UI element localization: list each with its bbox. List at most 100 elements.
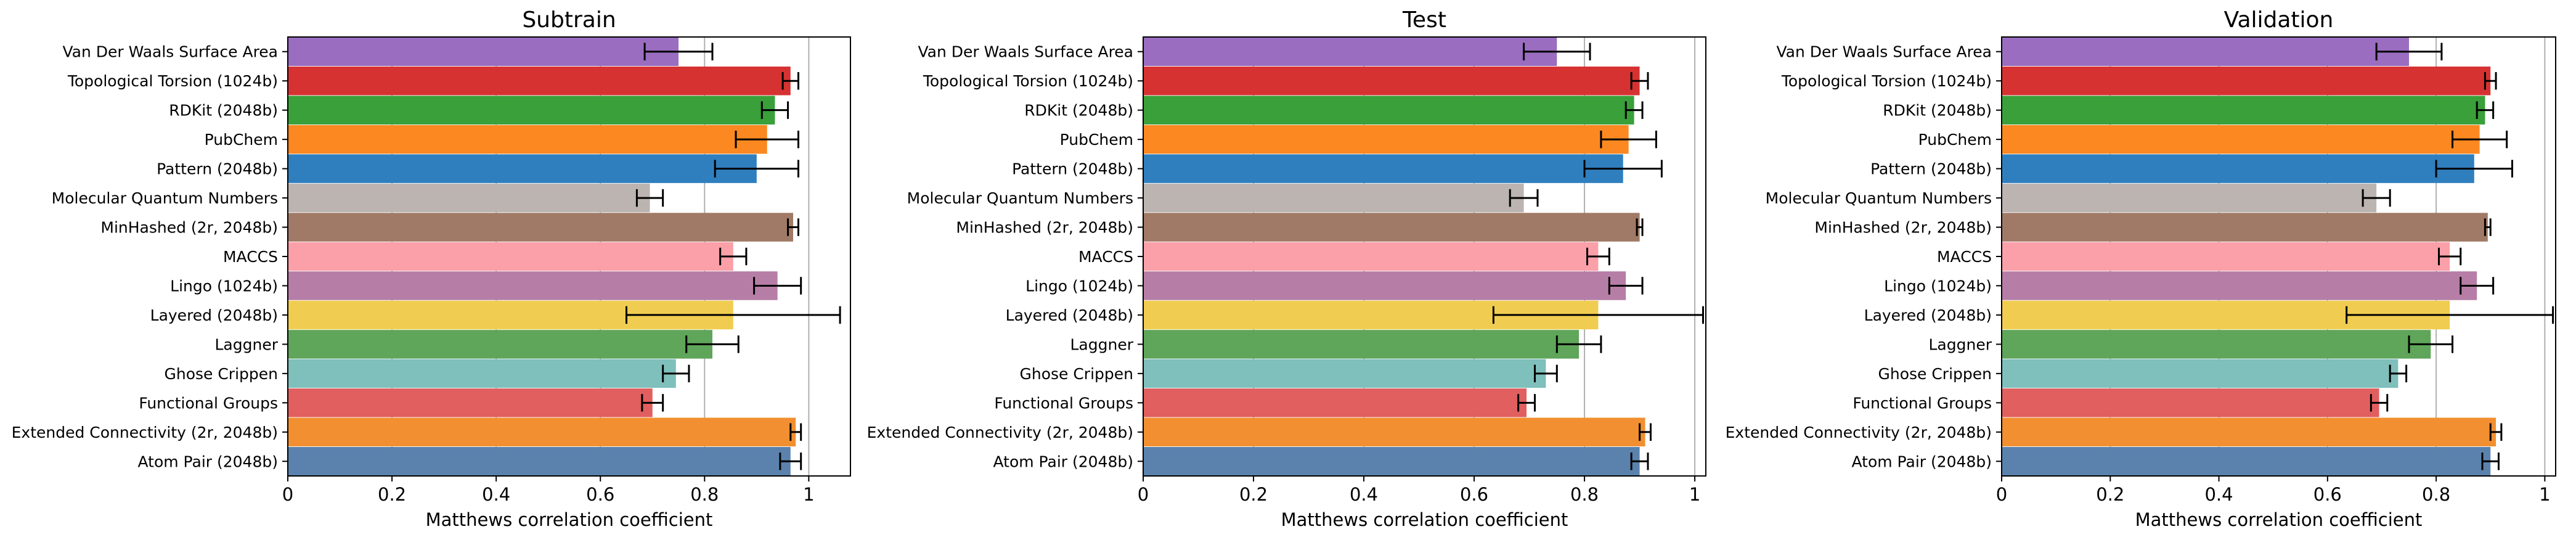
bar bbox=[288, 125, 767, 154]
x-tick-label: 0.6 bbox=[1460, 484, 1488, 505]
y-tick-label: Extended Connectivity (2r, 2048b) bbox=[1726, 424, 1992, 441]
bar bbox=[288, 447, 791, 476]
bar bbox=[1143, 213, 1640, 242]
bar bbox=[1143, 271, 1626, 300]
bar bbox=[1143, 183, 1524, 213]
bar bbox=[288, 359, 676, 388]
y-tick-label: Ghose Crippen bbox=[164, 365, 278, 383]
y-tick-label: RDKit (2048b) bbox=[1024, 102, 1133, 120]
bar bbox=[288, 37, 679, 66]
bar bbox=[2002, 388, 2379, 417]
y-tick-label: Lingo (1024b) bbox=[170, 277, 278, 295]
x-tick-label: 0 bbox=[1138, 484, 1149, 505]
y-tick-label: Laggner bbox=[1929, 335, 1992, 353]
x-axis-label: Matthews correlation coefficient bbox=[1281, 509, 1568, 530]
x-tick-label: 0.8 bbox=[2422, 484, 2450, 505]
bar bbox=[1143, 154, 1623, 183]
y-tick-label: Pattern (2048b) bbox=[157, 160, 278, 178]
bar bbox=[2002, 125, 2480, 154]
bar bbox=[288, 213, 794, 242]
bar bbox=[1143, 417, 1645, 447]
bar bbox=[2002, 242, 2450, 271]
x-tick-label: 0.2 bbox=[1239, 484, 1268, 505]
x-axis-label: Matthews correlation coefficient bbox=[2135, 509, 2423, 530]
x-tick-label: 0.4 bbox=[482, 484, 510, 505]
x-tick-label: 0.4 bbox=[2204, 484, 2233, 505]
y-tick-label: PubChem bbox=[1918, 131, 1992, 149]
y-tick-label: Atom Pair (2048b) bbox=[1851, 453, 1992, 470]
bar bbox=[2002, 213, 2488, 242]
bar bbox=[1143, 125, 1629, 154]
y-tick-label: Molecular Quantum Numbers bbox=[1766, 189, 1992, 207]
bar bbox=[1143, 242, 1599, 271]
bar bbox=[2002, 183, 2377, 213]
chart-title: Validation bbox=[2224, 7, 2334, 33]
bar bbox=[288, 242, 733, 271]
x-tick-label: 0.6 bbox=[586, 484, 614, 505]
x-tick-label: 1 bbox=[803, 484, 814, 505]
y-tick-label: Topological Torsion (1024b) bbox=[1781, 72, 1992, 90]
y-tick-label: PubChem bbox=[1060, 131, 1133, 149]
y-tick-label: MACCS bbox=[223, 248, 278, 266]
bar bbox=[2002, 37, 2410, 66]
x-tick-label: 0.6 bbox=[2313, 484, 2342, 505]
y-tick-label: Layered (2048b) bbox=[150, 306, 278, 324]
y-tick-label: Atom Pair (2048b) bbox=[993, 453, 1133, 470]
y-tick-label: Ghose Crippen bbox=[1019, 365, 1133, 383]
chart-panel-1: Van Der Waals Surface Area Topological To… bbox=[867, 7, 1706, 530]
x-tick-label: 0 bbox=[282, 484, 293, 505]
y-tick-label: MinHashed (2r, 2048b) bbox=[1814, 219, 1992, 237]
bar bbox=[2002, 271, 2477, 300]
bar bbox=[288, 183, 650, 213]
bar bbox=[288, 330, 712, 359]
y-tick-label: Molecular Quantum Numbers bbox=[52, 189, 278, 207]
y-tick-label: PubChem bbox=[205, 131, 278, 149]
y-tick-label: Laggner bbox=[1070, 335, 1134, 353]
bar bbox=[288, 417, 796, 447]
bar bbox=[288, 96, 775, 125]
chart-title: Test bbox=[1402, 7, 1446, 33]
x-axis-label: Matthews correlation coefficient bbox=[426, 509, 713, 530]
bar bbox=[2002, 96, 2485, 125]
x-tick-label: 0 bbox=[1996, 484, 2007, 505]
bar bbox=[2002, 154, 2474, 183]
y-tick-label: Functional Groups bbox=[994, 394, 1133, 412]
y-tick-label: MinHashed (2r, 2048b) bbox=[100, 219, 278, 237]
y-tick-label: Atom Pair (2048b) bbox=[137, 453, 278, 470]
y-tick-label: Van Der Waals Surface Area bbox=[62, 43, 278, 61]
bar bbox=[1143, 447, 1640, 476]
y-tick-label: MACCS bbox=[1078, 248, 1133, 266]
x-tick-label: 0.2 bbox=[378, 484, 406, 505]
bar bbox=[2002, 330, 2431, 359]
bar bbox=[288, 271, 778, 300]
bar bbox=[1143, 66, 1640, 96]
y-tick-label: RDKit (2048b) bbox=[1883, 102, 1992, 120]
y-tick-label: MACCS bbox=[1937, 248, 1992, 266]
y-tick-label: RDKit (2048b) bbox=[169, 102, 278, 120]
x-tick-label: 1 bbox=[1689, 484, 1700, 505]
y-tick-label: Lingo (1024b) bbox=[1025, 277, 1133, 295]
y-tick-label: Molecular Quantum Numbers bbox=[907, 189, 1133, 207]
y-tick-label: MinHashed (2r, 2048b) bbox=[956, 219, 1133, 237]
x-tick-label: 1 bbox=[2539, 484, 2550, 505]
bar bbox=[2002, 417, 2497, 447]
y-tick-label: Topological Torsion (1024b) bbox=[923, 72, 1133, 90]
y-tick-label: Van Der Waals Surface Area bbox=[918, 43, 1133, 61]
bar bbox=[288, 154, 757, 183]
bar bbox=[1143, 388, 1527, 417]
y-tick-label: Functional Groups bbox=[1853, 394, 1992, 412]
bar bbox=[1143, 359, 1546, 388]
y-tick-label: Layered (2048b) bbox=[1864, 306, 1992, 324]
bar bbox=[1143, 37, 1557, 66]
chart-panel-0: Van Der Waals Surface Area Topological To… bbox=[12, 7, 851, 530]
x-tick-label: 0.8 bbox=[1570, 484, 1599, 505]
bar bbox=[1143, 330, 1579, 359]
y-tick-label: Pattern (2048b) bbox=[1012, 160, 1133, 178]
bar bbox=[288, 388, 653, 417]
y-tick-label: Functional Groups bbox=[139, 394, 278, 412]
chart-panel-2: Van Der Waals Surface Area Topological To… bbox=[1726, 7, 2556, 530]
y-tick-label: Layered (2048b) bbox=[1006, 306, 1133, 324]
x-tick-label: 0.8 bbox=[690, 484, 719, 505]
